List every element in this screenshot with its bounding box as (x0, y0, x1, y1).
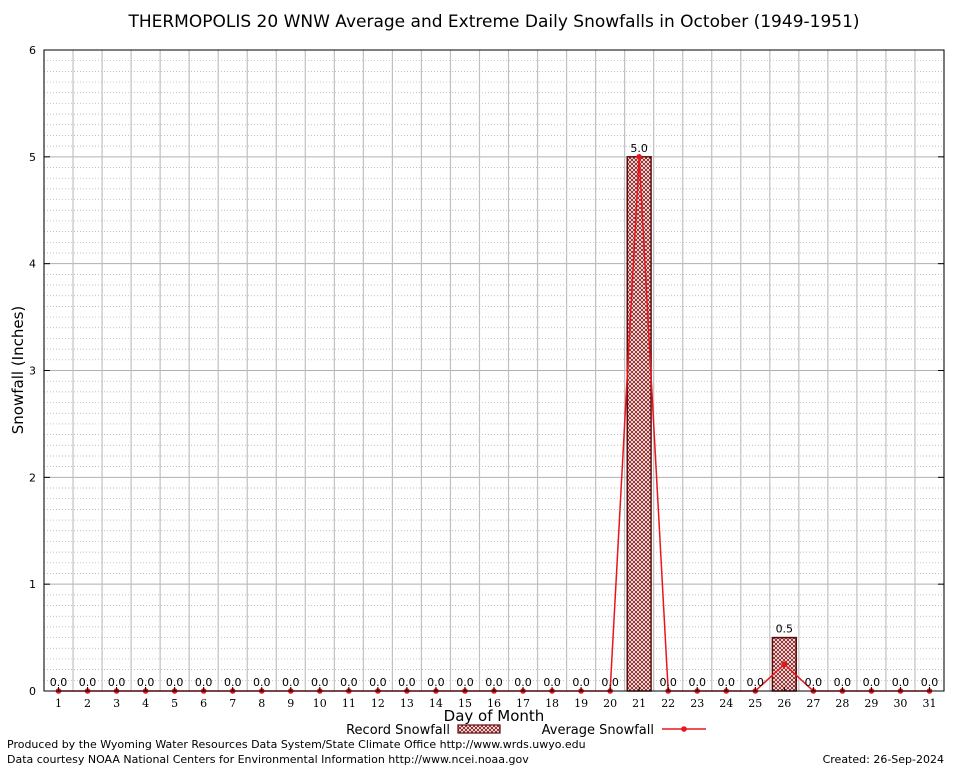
average-point (781, 661, 788, 668)
x-tick-label: 1 (55, 697, 62, 710)
x-tick-label: 30 (893, 697, 907, 710)
x-tick-label: 20 (603, 697, 617, 710)
data-label: 0.0 (369, 676, 387, 689)
x-tick-label: 2 (84, 697, 91, 710)
x-axis-label: Day of Month (444, 707, 545, 725)
data-label: 0.0 (572, 676, 590, 689)
data-label: 0.0 (921, 676, 939, 689)
data-label: 0.0 (456, 676, 474, 689)
x-tick-label: 7 (229, 697, 236, 710)
legend-record-label: Record Snowfall (346, 723, 450, 738)
data-label: 0.0 (543, 676, 561, 689)
data-label: 0.0 (195, 676, 213, 689)
x-tick-label: 28 (835, 697, 849, 710)
data-label: 0.0 (398, 676, 416, 689)
data-label: 0.0 (166, 676, 184, 689)
legend-record-swatch (457, 724, 501, 734)
x-tick-label: 11 (342, 697, 356, 710)
data-label: 0.0 (282, 676, 300, 689)
data-label: 0.0 (427, 676, 445, 689)
data-label: 0.0 (601, 676, 619, 689)
y-tick-label: 0 (29, 685, 36, 698)
footer-produced-by: Produced by the Wyoming Water Resources … (7, 738, 586, 751)
data-label: 0.0 (137, 676, 155, 689)
x-tick-label: 9 (287, 697, 294, 710)
data-label: 0.0 (311, 676, 329, 689)
y-tick-label: 5 (29, 151, 36, 164)
footer-created: Created: 26-Sep-2024 (822, 753, 944, 766)
data-label: 5.0 (630, 142, 648, 155)
x-tick-label: 18 (545, 697, 559, 710)
data-label: 0.0 (224, 676, 242, 689)
x-tick-label: 6 (200, 697, 207, 710)
x-tick-label: 4 (142, 697, 149, 710)
data-label: 0.0 (340, 676, 358, 689)
x-tick-label: 5 (171, 697, 178, 710)
x-tick-label: 29 (864, 697, 878, 710)
x-tick-label: 27 (806, 697, 820, 710)
x-tick-label: 26 (777, 697, 791, 710)
grid (43, 49, 945, 692)
data-label: 0.0 (50, 676, 68, 689)
x-tick-label: 10 (313, 697, 327, 710)
data-label: 0.0 (863, 676, 881, 689)
x-tick-label: 25 (748, 697, 762, 710)
x-tick-label: 8 (258, 697, 265, 710)
y-tick-label: 4 (29, 258, 36, 271)
data-label: 0.0 (253, 676, 271, 689)
chart-title: THERMOPOLIS 20 WNW Average and Extreme D… (127, 12, 859, 32)
x-tick-label: 19 (574, 697, 588, 710)
x-tick-label: 12 (371, 697, 385, 710)
data-label: 0.0 (805, 676, 823, 689)
y-tick-label: 1 (29, 578, 36, 591)
x-tick-label: 22 (661, 697, 675, 710)
x-tick-label: 13 (400, 697, 414, 710)
data-label: 0.0 (747, 676, 765, 689)
data-label: 0.0 (514, 676, 532, 689)
x-tick-label: 24 (719, 697, 733, 710)
y-axis-label: Snowfall (Inches) (9, 306, 27, 434)
x-tick-label: 15 (458, 697, 472, 710)
data-label: 0.0 (659, 676, 677, 689)
y-tick-label: 6 (29, 44, 36, 57)
y-tick-label: 3 (29, 365, 36, 378)
data-label: 0.0 (79, 676, 97, 689)
x-tick-label: 14 (429, 697, 443, 710)
legend-average-point (681, 726, 687, 732)
data-label: 0.0 (688, 676, 706, 689)
data-label: 0.0 (834, 676, 852, 689)
x-tick-label: 21 (632, 697, 646, 710)
x-tick-label: 31 (922, 697, 936, 710)
average-point (636, 154, 642, 160)
data-label: 0.0 (718, 676, 736, 689)
legend: Record Snowfall Average Snowfall (346, 723, 706, 738)
x-tick-label: 17 (516, 697, 530, 710)
x-tick-label: 23 (690, 697, 704, 710)
x-tick-label: 3 (113, 697, 120, 710)
x-tick-label: 16 (487, 697, 501, 710)
data-label: 0.0 (108, 676, 126, 689)
data-label: 0.0 (485, 676, 503, 689)
record-bar (626, 156, 652, 692)
data-label: 0.5 (776, 623, 794, 636)
data-label: 0.0 (892, 676, 910, 689)
footer-data-courtesy: Data courtesy NOAA National Centers for … (7, 753, 529, 766)
legend-average-label: Average Snowfall (542, 723, 654, 738)
y-tick-label: 2 (29, 471, 36, 484)
data-labels: 0.0 0.0 0.0 0.0 0.0 0.0 0.0 0.0 0.0 0.0 0.0 0.0 0.0 0… (50, 142, 938, 689)
